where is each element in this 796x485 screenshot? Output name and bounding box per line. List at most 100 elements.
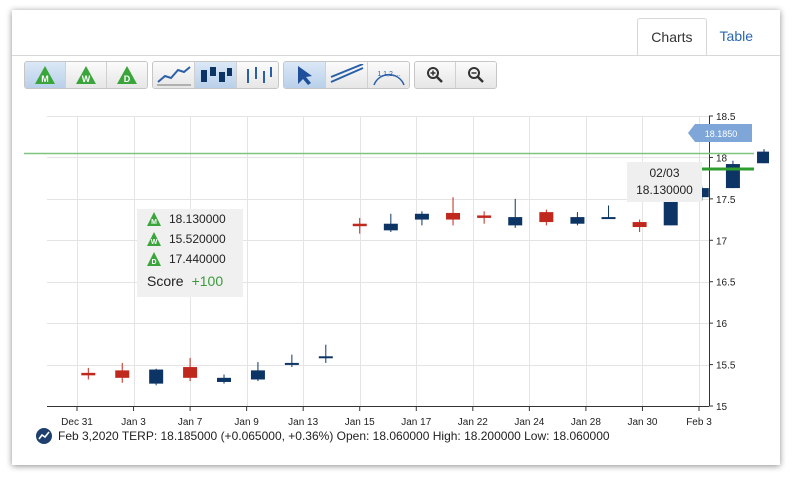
tooltip-row-daily: D 17.440000 — [137, 249, 243, 269]
candle-body — [115, 370, 130, 378]
svg-text:W: W — [82, 74, 91, 84]
chart-widget: Charts Table M W D — [12, 10, 780, 465]
tooltip-daily-value: 17.440000 — [169, 252, 226, 266]
daily-rating-icon: D — [117, 66, 137, 84]
candle-body — [318, 356, 333, 359]
candle-body — [539, 212, 554, 223]
tooltip-row-weekly: W 15.520000 — [137, 229, 243, 249]
score-value: +100 — [191, 273, 224, 289]
cursor-icon — [297, 66, 312, 85]
x-tick-label: Jan 30 — [627, 417, 657, 428]
line-chart-button[interactable] — [153, 62, 195, 88]
zoom-in-icon — [427, 67, 443, 83]
zoom-in-button[interactable] — [415, 62, 456, 88]
ohlc-summary: Feb 3,2020 TERP: 18.185000 (+0.065000, +… — [58, 429, 610, 443]
y-tick-label: 18.5 — [716, 112, 736, 123]
candle-body — [601, 217, 616, 220]
svg-text:1,1,2,...: 1,1,2,... — [377, 71, 400, 78]
candle-body — [632, 222, 647, 228]
drawing-tool-group: 1,1,2,... — [283, 61, 410, 89]
candle-body — [414, 213, 429, 220]
x-tick-label: Dec 31 — [61, 417, 93, 428]
view-tabs: Charts Table — [637, 18, 766, 56]
candle-body — [757, 151, 769, 164]
candle-body — [383, 223, 398, 231]
svg-text:M: M — [151, 219, 157, 226]
candle-body — [250, 370, 265, 380]
tooltip-row-monthly: M 18.130000 — [137, 209, 243, 229]
ohlc-chart-button[interactable] — [237, 62, 278, 88]
zoom-out-button[interactable] — [456, 62, 496, 88]
candlestick-chart[interactable]: Dec 31 Jan 3 Jan 7 Jan 9 Jan 13 Jan 15 Jan 17 J… — [24, 100, 769, 430]
tab-table[interactable]: Table — [719, 28, 753, 44]
tooltip-weekly-value: 15.520000 — [169, 232, 226, 246]
x-tick-label: Jan 7 — [178, 417, 203, 428]
monthly-rating-button[interactable]: M — [25, 62, 66, 88]
zoom-group — [414, 61, 497, 89]
candle-body — [446, 212, 461, 220]
candlestick-chart-icon — [200, 67, 232, 82]
x-tick-label: Jan 9 — [234, 417, 259, 428]
x-tick-label: Jan 28 — [571, 417, 601, 428]
crosshair-date: 02/03 — [649, 166, 680, 180]
crosshair-readout: 02/03 18.130000 — [627, 162, 702, 202]
svg-text:W: W — [151, 239, 158, 246]
weekly-rating-icon: W — [76, 66, 96, 84]
chart-toolbar: M W D — [24, 61, 501, 89]
line-chart-icon — [156, 66, 191, 86]
candle-body — [508, 217, 523, 226]
zoom-out-icon — [468, 67, 484, 83]
daily-rating-icon: D — [147, 252, 161, 266]
tooltip-monthly-value: 18.130000 — [169, 212, 226, 226]
svg-text:M: M — [41, 74, 49, 84]
trendline-tool-button[interactable] — [326, 62, 368, 88]
weekly-rating-button[interactable]: W — [66, 62, 107, 88]
candle-body — [183, 367, 198, 378]
tooltip-score: Score +100 — [137, 269, 243, 293]
price-tag-shape: 18.1850 — [688, 124, 752, 142]
candle-body — [477, 215, 492, 218]
daily-rating-button[interactable]: D — [107, 62, 147, 88]
x-tick-label: Jan 22 — [458, 417, 488, 428]
tab-divider — [12, 55, 780, 56]
x-tick-label: Jan 13 — [288, 417, 318, 428]
svg-text:D: D — [124, 74, 131, 84]
monthly-rating-icon: M — [35, 66, 55, 84]
candle-body — [663, 198, 678, 226]
ohlc-chart-icon — [246, 67, 272, 83]
candle-body — [352, 223, 367, 227]
trendline-icon — [330, 64, 363, 83]
y-tick-label: 18 — [716, 153, 728, 164]
x-tick-label: Jan 24 — [514, 417, 544, 428]
rating-button-group: M W D — [24, 61, 148, 89]
fibonacci-tool-button[interactable]: 1,1,2,... — [368, 62, 409, 88]
y-tick-label: 15.5 — [716, 361, 736, 372]
rating-tooltip: M 18.130000 W 15.520000 D 17.440000 Scor… — [137, 209, 243, 297]
monthly-rating-icon: M — [147, 212, 161, 226]
candle-body — [284, 362, 299, 365]
candle-body — [81, 372, 96, 376]
chart-footer: Feb 3,2020 TERP: 18.185000 (+0.065000, +… — [36, 428, 610, 444]
last-price-tag: 18.1850 — [688, 124, 752, 142]
weekly-rating-icon: W — [147, 232, 161, 246]
chart-logo-icon — [36, 428, 52, 444]
candlestick-chart-button[interactable] — [195, 62, 237, 88]
y-tick-label: 16.5 — [716, 278, 736, 289]
x-tick-label: Jan 3 — [121, 417, 146, 428]
x-tick-label: Jan 17 — [401, 417, 431, 428]
svg-text:D: D — [151, 259, 156, 266]
tab-charts[interactable]: Charts — [637, 18, 707, 56]
y-tick-label: 15 — [716, 402, 728, 413]
y-tick-label: 17 — [716, 236, 728, 247]
candle-body — [149, 369, 164, 384]
fibonacci-icon: 1,1,2,... — [372, 71, 405, 86]
y-tick-label: 17.5 — [716, 195, 736, 206]
candle-body — [217, 377, 232, 382]
score-label: Score — [147, 273, 184, 289]
price-tag-text: 18.1850 — [705, 129, 738, 139]
candle-body — [570, 217, 585, 224]
y-tick-label: 16 — [716, 319, 728, 330]
cursor-tool-button[interactable] — [284, 62, 326, 88]
x-tick-label: Jan 15 — [345, 417, 375, 428]
chart-type-group — [152, 61, 279, 89]
